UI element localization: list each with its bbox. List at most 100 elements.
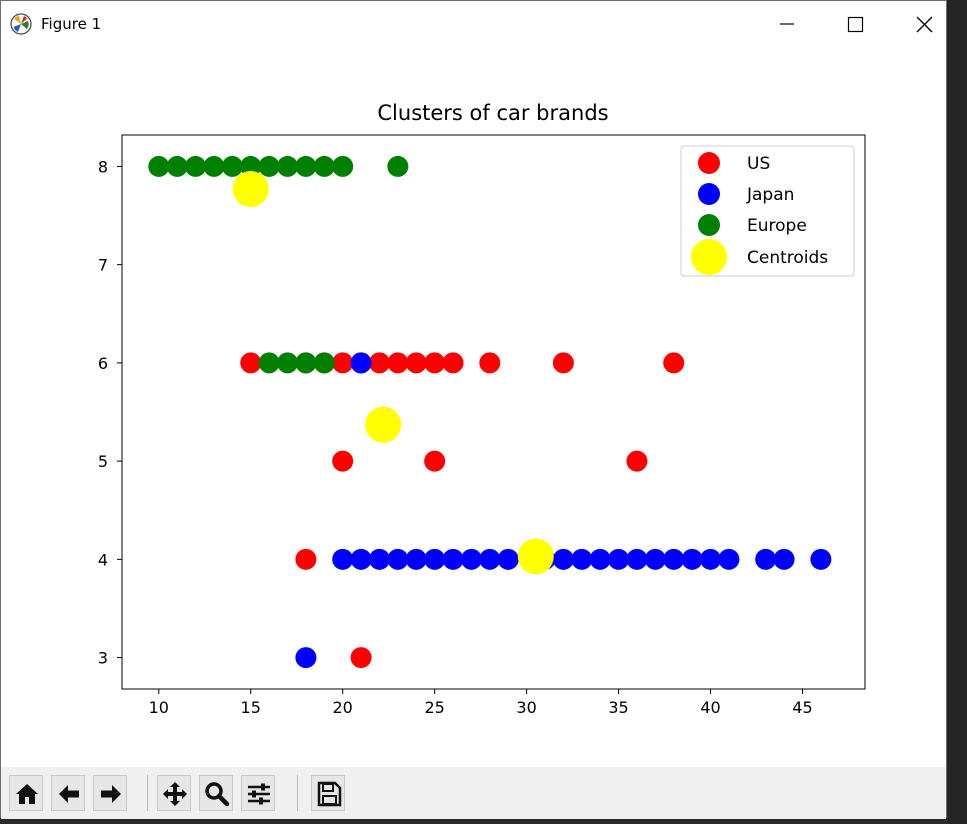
y-tick-label: 3 — [98, 649, 108, 668]
data-point-europe — [332, 155, 354, 177]
data-point-europe — [203, 155, 225, 177]
legend-marker-japan — [698, 183, 720, 205]
centroid-point — [232, 171, 269, 208]
data-point-us — [626, 450, 648, 472]
data-point-europe — [313, 352, 335, 374]
close-icon — [916, 16, 933, 33]
series-centroids — [232, 171, 554, 575]
x-tick-label: 45 — [792, 698, 812, 717]
matplotlib-icon — [10, 13, 32, 35]
legend-label-europe: Europe — [747, 216, 807, 236]
data-point-japan — [644, 548, 666, 570]
navigation-toolbar — [1, 767, 946, 819]
series-europe — [148, 155, 409, 374]
centroid-point — [365, 406, 402, 443]
data-point-europe — [277, 352, 299, 374]
x-tick-label: 20 — [333, 698, 353, 717]
title-bar[interactable]: Figure 1 — [1, 1, 946, 47]
data-point-japan — [571, 548, 593, 570]
figure-canvas[interactable]: Clusters of car brands 10 15 20 25 30 35 40 45 … — [1, 47, 946, 767]
data-point-japan — [497, 548, 519, 570]
x-tick-label: 35 — [608, 698, 628, 717]
x-tick-label: 30 — [516, 698, 536, 717]
data-point-japan — [460, 548, 482, 570]
home-button[interactable] — [9, 775, 43, 811]
x-tick-label: 15 — [241, 698, 261, 717]
y-tick-label: 4 — [98, 550, 108, 569]
background-editor-edge — [947, 0, 967, 824]
legend-label-us: US — [747, 154, 770, 174]
data-point-japan — [350, 548, 372, 570]
data-point-europe — [258, 352, 280, 374]
magnifier-icon — [205, 782, 230, 807]
y-tick-label: 6 — [98, 354, 108, 373]
data-point-europe — [148, 155, 170, 177]
configure-subplots-button[interactable] — [241, 775, 275, 811]
legend-label-centroids: Centroids — [747, 248, 828, 268]
back-button[interactable] — [51, 775, 85, 811]
toolbar-separator — [147, 775, 148, 811]
save-button[interactable] — [311, 775, 345, 811]
sliders-icon — [248, 783, 270, 805]
scatter-plot: Clusters of car brands 10 15 20 25 30 35 40 45 … — [98, 101, 866, 717]
data-point-us — [332, 352, 354, 374]
data-point-us — [295, 548, 317, 570]
data-point-japan — [608, 548, 630, 570]
chart-title: Clusters of car brands — [377, 101, 608, 125]
window-title: Figure 1 — [41, 15, 102, 33]
data-point-europe — [387, 155, 409, 177]
minimize-button[interactable] — [764, 1, 810, 47]
data-point-japan — [626, 548, 648, 570]
data-point-us — [663, 352, 685, 374]
data-point-japan — [442, 548, 464, 570]
data-point-us — [387, 352, 409, 374]
maximize-icon — [847, 16, 864, 33]
figure-window: Figure 1 Clusters of car brands 10 15 20 25… — [0, 0, 947, 819]
move-icon — [163, 782, 187, 806]
arrow-left-icon — [59, 785, 79, 803]
data-point-us — [350, 647, 372, 669]
data-point-japan — [718, 548, 740, 570]
data-point-us — [552, 352, 574, 374]
zoom-button[interactable] — [199, 775, 233, 811]
data-point-japan — [589, 548, 611, 570]
data-point-europe — [277, 155, 299, 177]
data-point-us — [332, 450, 354, 472]
data-point-japan — [405, 548, 427, 570]
legend-marker-centroids — [691, 239, 727, 275]
maximize-button[interactable] — [832, 1, 878, 47]
data-point-japan — [350, 352, 372, 374]
y-tick-label: 8 — [98, 157, 108, 176]
data-point-japan — [810, 548, 832, 570]
data-point-japan — [479, 548, 501, 570]
legend-box — [680, 145, 855, 277]
centroid-point — [517, 538, 554, 575]
data-point-japan — [773, 548, 795, 570]
legend-marker-us — [698, 152, 720, 174]
y-tick-label: 5 — [98, 452, 108, 471]
data-point-us — [479, 352, 501, 374]
data-point-us — [368, 352, 390, 374]
legend: US Japan Europe Centroids — [680, 145, 855, 277]
y-tick-label: 7 — [98, 256, 108, 275]
data-point-europe — [313, 155, 335, 177]
toolbar-separator — [297, 775, 298, 811]
minimize-icon — [780, 23, 794, 25]
data-point-japan — [681, 548, 703, 570]
data-point-japan — [424, 548, 446, 570]
x-tick-label: 10 — [149, 698, 169, 717]
data-point-japan — [552, 548, 574, 570]
data-point-europe — [166, 155, 188, 177]
data-point-japan — [700, 548, 722, 570]
data-point-us — [424, 352, 446, 374]
data-point-europe — [221, 155, 243, 177]
data-point-europe — [185, 155, 207, 177]
x-tick-label: 40 — [700, 698, 720, 717]
data-point-japan — [663, 548, 685, 570]
pan-button[interactable] — [157, 775, 191, 811]
home-icon — [16, 784, 38, 804]
data-point-europe — [295, 352, 317, 374]
close-button[interactable] — [901, 1, 947, 47]
forward-button[interactable] — [93, 775, 127, 811]
floppy-disk-icon — [317, 781, 342, 807]
